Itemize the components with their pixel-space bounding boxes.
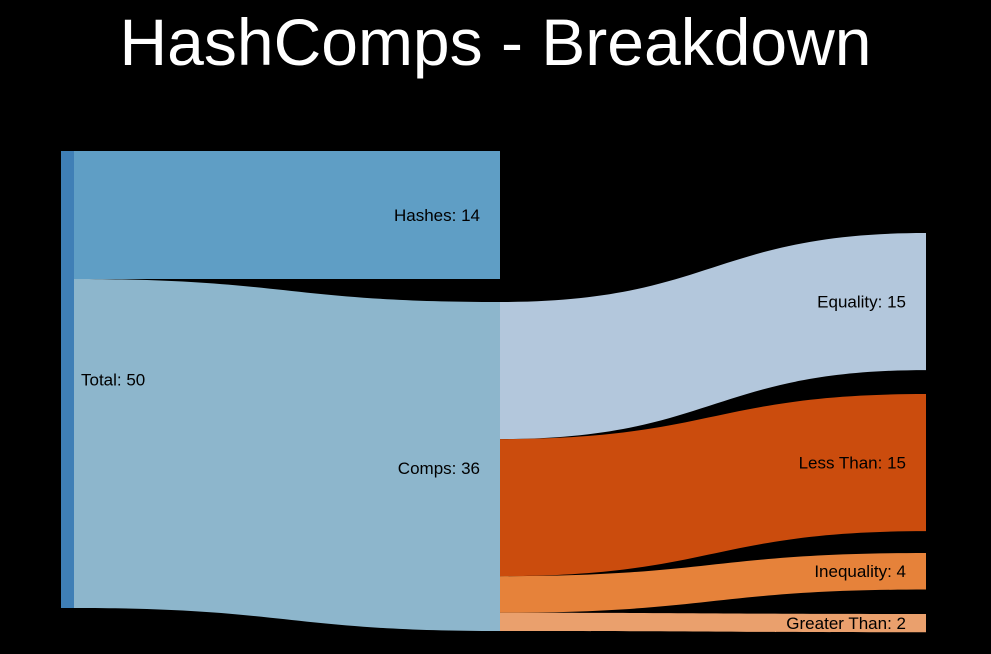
node-label-comps: Comps: 36 [398,459,480,478]
node-label-equality: Equality: 15 [817,293,906,312]
labels-layer: Total: 50 Hashes: 14 Comps: 36 Equality: 15… [81,206,906,633]
node-label-hashes: Hashes: 14 [394,206,480,225]
link-comps-to-greater-than [500,612,926,633]
node-label-total: Total: 50 [81,370,145,389]
link-total-to-hashes [74,151,500,279]
node-total [61,151,74,608]
nodes-layer [61,151,74,608]
link-comps-to-less-than [500,394,926,577]
node-label-greater-than: Greater Than: 2 [786,614,906,633]
chart-title: HashComps - Breakdown [119,5,872,79]
link-total-to-comps [74,278,500,632]
link-comps-to-inequality [500,553,926,613]
link-comps-to-equality [500,233,926,440]
node-label-less-than: Less Than: 15 [799,454,906,473]
node-label-inequality: Inequality: 4 [814,562,906,581]
links-layer [74,151,926,633]
